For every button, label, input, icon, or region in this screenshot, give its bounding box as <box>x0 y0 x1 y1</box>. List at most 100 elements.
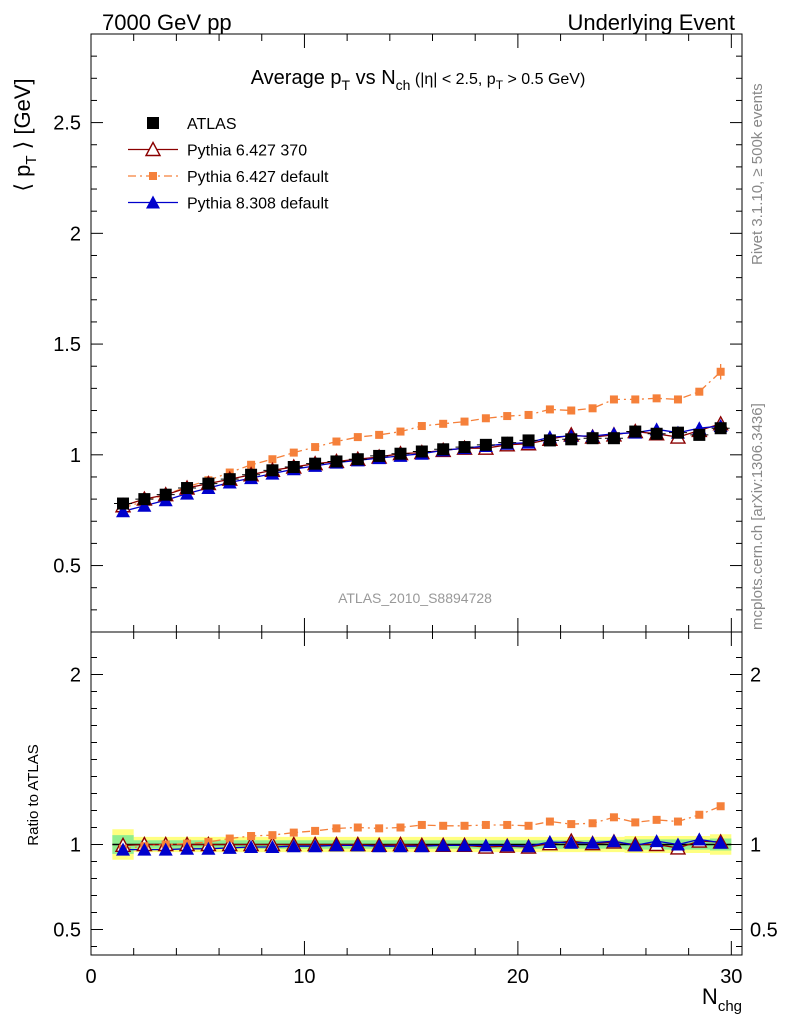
ratio-point-pythia-8-308-default <box>201 841 216 855</box>
ratio-point-pythia-8-308-default <box>628 838 643 852</box>
data-point-atlas <box>650 427 663 440</box>
main-ytick-label: 0.5 <box>53 556 81 578</box>
data-point-atlas <box>586 432 599 445</box>
ratio-xtick-label: 0 <box>85 966 96 988</box>
data-point-pythia-6-427-default <box>609 395 618 404</box>
ratio-xtick-label: 20 <box>507 966 529 988</box>
data-point-pythia-6-427-default <box>375 430 384 439</box>
ratio-point-pythia-8-308-default <box>692 832 707 846</box>
data-point-pythia-6-427-default <box>673 395 682 404</box>
ratio-point-pythia-6-427-default <box>225 834 234 843</box>
ratio-point-pythia-6-427-default <box>247 832 256 840</box>
ratio-point-pythia-8-308-default <box>286 839 301 853</box>
ratio-point-pythia-6-427-default <box>545 817 554 826</box>
xlabel-part-a: N <box>702 984 718 1009</box>
data-point-pythia-6-427-default <box>588 404 597 413</box>
legend-label-pythia-6-427-default: Pythia 6.427 default <box>187 169 329 186</box>
ratio-ytick-label-right: 1 <box>750 835 761 857</box>
ratio-panel: 0.5 0.51 12 20 10 20 30 Ratio to ATLAS Nchg <box>25 631 778 1015</box>
data-point-atlas <box>181 482 194 495</box>
data-point-pythia-8-308-default <box>137 498 152 512</box>
legend-marker-pythia-8-308-default <box>146 195 160 209</box>
x-axis-label: Nchg <box>702 984 742 1015</box>
data-point-atlas <box>117 497 130 510</box>
data-point-pythia-6-427-default <box>332 437 341 446</box>
title-part-b: vs N <box>350 67 396 89</box>
main-plot-marks <box>114 364 730 518</box>
data-point-atlas <box>223 473 236 486</box>
data-point-atlas <box>714 422 727 435</box>
main-panel: 0.511.522.5 Average pT vs Nch (|η| < 2.5… <box>10 33 743 633</box>
ratio-point-pythia-8-308-default <box>606 834 621 848</box>
ratio-point-pythia-8-308-default <box>521 839 536 853</box>
ratio-point-pythia-8-308-default <box>137 842 152 856</box>
data-point-pythia-6-427-default <box>631 395 640 404</box>
ratio-point-pythia-6-427-default <box>439 821 448 830</box>
series-line-pythia-8-308-default <box>122 425 721 512</box>
xlabel-sub: chg <box>718 998 742 1015</box>
data-point-atlas <box>607 432 620 445</box>
data-point-atlas <box>202 477 215 490</box>
ratio-point-pythia-8-308-default <box>414 839 429 853</box>
ylabel-sub: T <box>23 155 40 164</box>
ratio-point-pythia-8-308-default <box>436 838 451 852</box>
data-point-pythia-6-427-default <box>567 406 576 415</box>
main-ytick-label: 2.5 <box>53 113 81 135</box>
title-part-a: Average p <box>251 67 342 89</box>
title-part-c: (|η| < 2.5, p <box>410 71 495 88</box>
ratio-point-pythia-8-308-default <box>500 838 515 852</box>
ratio-ytick-label-right: 0.5 <box>750 920 778 942</box>
data-point-pythia-6-427-default <box>545 405 554 414</box>
ratio-point-pythia-6-427-default <box>460 821 469 830</box>
ratio-point-pythia-6-427-default <box>716 802 725 811</box>
ylabel-part-b: ⟩ [GeV] <box>10 78 35 155</box>
ratio-axis-ticks: 0.5 0.51 12 20 10 20 30 <box>53 632 778 988</box>
data-point-pythia-6-427-default <box>289 448 298 457</box>
rivet-label: Rivet 3.1.10, ≥ 500k events <box>749 83 766 265</box>
ratio-point-pythia-8-308-default <box>670 837 685 851</box>
data-point-pythia-6-427-default <box>460 417 469 426</box>
ratio-point-pythia-6-427-default <box>652 815 661 824</box>
title-sub-c: T <box>496 78 504 92</box>
ratio-point-pythia-8-308-default <box>222 840 237 854</box>
ratio-point-pythia-6-427-default <box>311 826 320 835</box>
ratio-point-pythia-8-308-default <box>244 840 259 854</box>
data-point-atlas <box>565 433 578 446</box>
data-point-atlas <box>458 441 471 454</box>
ratio-point-pythia-8-308-default <box>542 834 557 848</box>
data-point-atlas <box>245 468 258 481</box>
ratio-xtick-label: 30 <box>720 966 742 988</box>
ratio-point-pythia-6-427-default <box>396 823 405 832</box>
ylabel-part-a: ⟨ p <box>10 165 35 192</box>
ratio-point-pythia-6-427-default <box>695 810 704 819</box>
ratio-point-pythia-8-308-default <box>393 839 408 853</box>
main-y-axis-label: ⟨ pT ⟩ [GeV] <box>10 78 40 191</box>
analysis-watermark: ATLAS_2010_S8894728 <box>338 590 492 606</box>
ratio-plot-marks <box>112 802 732 860</box>
ratio-point-pythia-6-427-default <box>268 831 277 840</box>
legend-marker-pythia-6-427-370 <box>144 141 162 157</box>
data-point-atlas <box>309 457 322 470</box>
data-point-pythia-6-427-default <box>503 412 512 421</box>
data-point-pythia-6-427-default <box>439 419 448 428</box>
ratio-ytick-label-left: 2 <box>70 665 81 687</box>
ratio-point-pythia-8-308-default <box>350 838 365 852</box>
legend-label-pythia-6-427-370: Pythia 6.427 370 <box>187 143 307 160</box>
ratio-point-pythia-8-308-default <box>116 842 131 856</box>
main-ytick-label: 1 <box>70 445 81 467</box>
ratio-point-pythia-8-308-default <box>180 841 195 855</box>
data-point-atlas <box>138 493 151 506</box>
data-point-atlas <box>501 436 514 449</box>
ratio-ytick-label-right: 2 <box>750 665 761 687</box>
legend-marker-atlas <box>147 117 159 129</box>
ratio-y-axis-label: Ratio to ATLAS <box>25 744 42 845</box>
mcplots-label: mcplots.cern.ch [arXiv:1306.3436] <box>749 403 766 630</box>
data-point-atlas <box>522 434 535 447</box>
ratio-point-pythia-6-427-default <box>673 817 682 826</box>
ratio-point-pythia-6-427-default <box>375 824 384 833</box>
data-point-pythia-6-427-default <box>524 410 533 419</box>
data-point-atlas <box>351 453 364 466</box>
legend-label-pythia-8-308-default: Pythia 8.308 default <box>187 196 329 213</box>
legend: ATLAS Pythia 6.427 370 Pythia 6.427 defaul… <box>128 116 329 213</box>
